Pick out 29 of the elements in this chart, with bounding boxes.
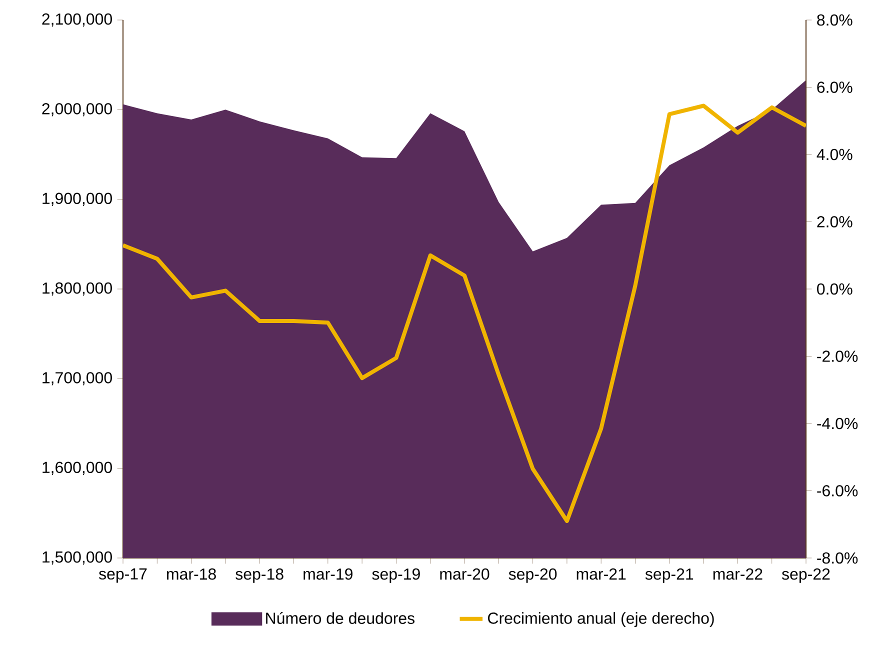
x-tick-label: mar-18 (167, 568, 216, 580)
legend-label: Crecimiento anual (eje derecho) (488, 612, 714, 628)
x-tick-label: mar-22 (713, 568, 762, 580)
x-tick-label: sep-17 (98, 568, 147, 583)
y-tick-label: 1,700,000 (42, 372, 112, 386)
y2-tick-label: -8.0% (817, 552, 858, 564)
y2-tick-label: 8.0% (817, 14, 852, 26)
y-tick-label: 1,900,000 (42, 192, 112, 206)
x-tick-label: mar-19 (304, 568, 352, 580)
x-tick-label: sep-20 (508, 568, 557, 583)
y-tick-label: 2,100,000 (42, 13, 112, 27)
y-tick-label: 2,000,000 (42, 103, 112, 116)
y2-tick-label: 2.0% (817, 216, 852, 228)
y2-tick-label: -6.0% (817, 485, 858, 496)
x-tick-label: sep-22 (782, 568, 830, 583)
y2-tick-label: -2.0% (817, 350, 858, 362)
x-tick-label: sep-19 (372, 568, 420, 583)
x-tick-label: sep-21 (645, 568, 694, 583)
y-tick-label: 1,600,000 (42, 462, 112, 475)
y-tick-label: 1,500,000 (42, 551, 112, 565)
y2-tick-label: 6.0% (817, 82, 852, 93)
y2-tick-label: -4.0% (817, 418, 858, 430)
y2-tick-label: 0.0% (817, 283, 852, 295)
y2-tick-label: 4.0% (816, 148, 852, 160)
x-tick-label: mar-20 (440, 568, 490, 580)
legend-label: Número de deudores (266, 612, 414, 624)
y-tick-label: 1,800,000 (42, 282, 112, 296)
x-tick-label: mar-21 (576, 568, 626, 580)
x-tick-label: sep-18 (236, 568, 284, 583)
